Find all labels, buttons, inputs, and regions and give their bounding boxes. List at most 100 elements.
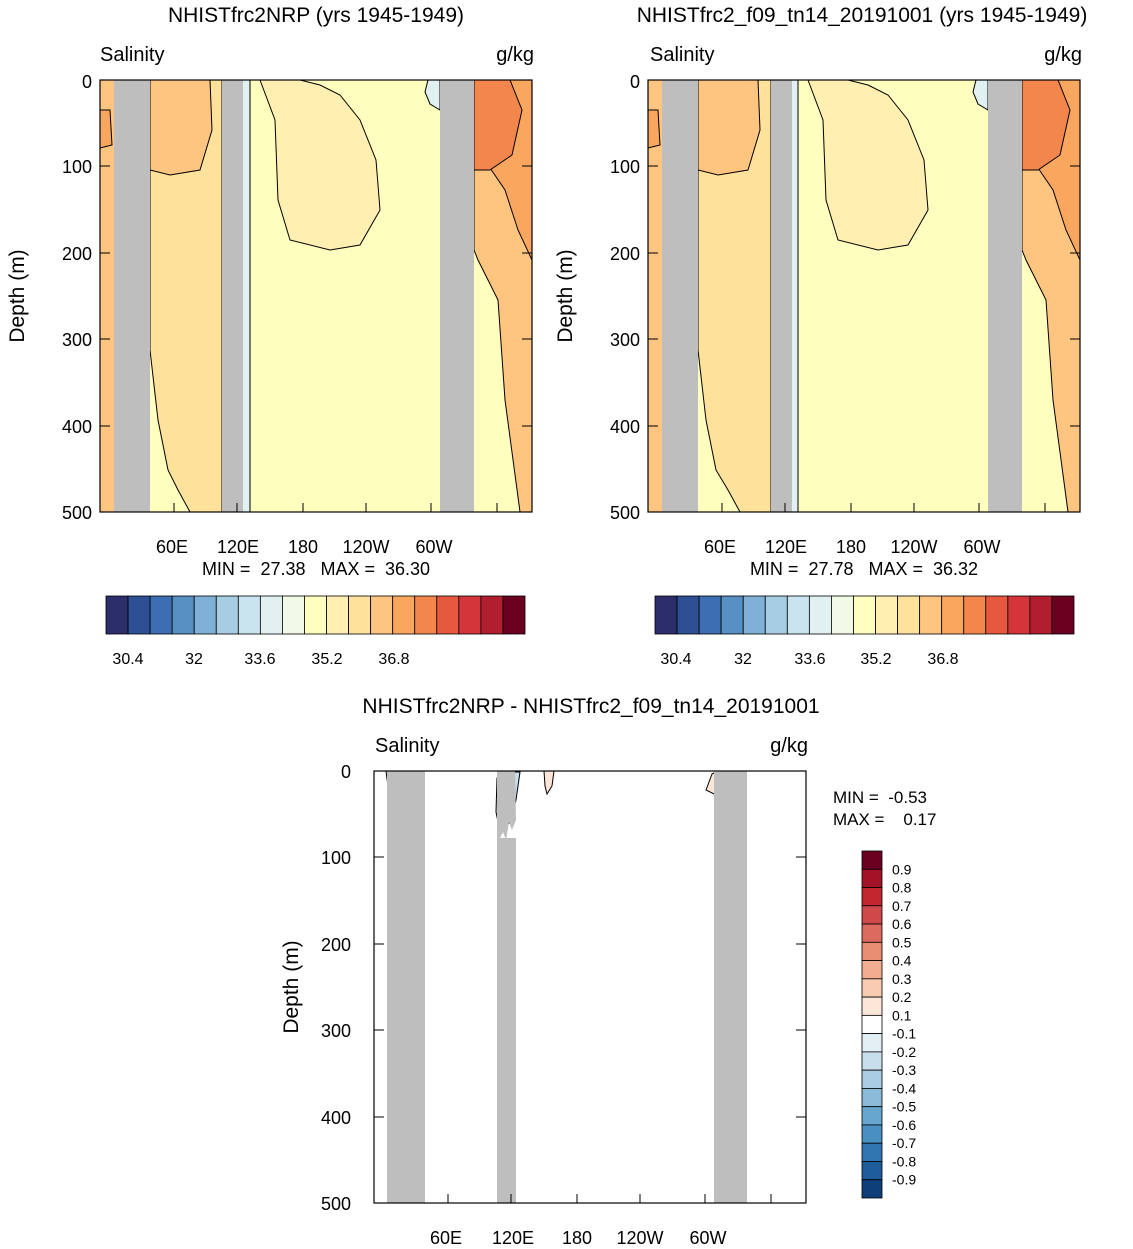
panel-3-y-tick-label: 500 [321,1194,351,1214]
panel-2-colorbar-swatch [963,595,987,635]
panel-1-colorbar-swatch [370,595,394,635]
panel-1: NHISTfrc2NRP (yrs 1945-1949) Salinity g/… [6,4,534,668]
panel-2-colorbar-label: 35.2 [860,651,891,668]
panel-1-colorbar [105,595,526,635]
panel-3-colorbar-swatch [861,996,883,1016]
panel-2-stats: MIN = 27.78 MAX = 36.32 [750,559,978,579]
panel-3-colorbar-swatch [861,905,883,925]
panel-3-colorbar-label: -0.7 [892,1135,916,1151]
panel-2-left-label: Salinity [650,44,714,66]
panel-1-frame [99,79,533,513]
panel-2-colorbar-label: 33.6 [794,651,825,668]
panel-3-colorbar-label: 0.8 [892,880,912,896]
panel-2-contour-fill [807,79,929,251]
panel-3: NHISTfrc2NRP - NHISTfrc2_f09_tn14_201910… [280,695,936,1248]
panel-2-colorbar-label: 36.8 [927,651,958,668]
panel-3-colorbar-label: 0.4 [892,953,912,969]
panel-1-colorbar-swatch [259,595,283,635]
panel-2-colorbar-swatch [786,595,810,635]
panel-1-field [99,79,533,513]
panel-2-colorbar-swatch [720,595,744,635]
panel-1-y-tick-label: 0 [82,72,92,92]
panel-1-colorbar-label: 35.2 [311,651,342,668]
panel-1-colorbar-swatch [502,595,526,635]
panel-2-colorbar-swatch [897,595,921,635]
panel-1-left-label: Salinity [100,44,164,66]
panel-3-y-ticks [374,770,806,1204]
panel-1-colorbar-label: 33.6 [244,651,275,668]
panel-1-colorbar-swatch [193,595,217,635]
panel-3-colorbar-swatch [861,923,883,943]
panel-2-y-tick-label: 400 [610,417,640,437]
panel-2-y-axis-label: Depth (m) [554,249,577,342]
panel-3-colorbar-label: 0.7 [892,898,912,914]
panel-1-colorbar-swatch [171,595,195,635]
panel-3-colorbar-label: 0.6 [892,916,912,932]
panel-3-x-tick-label: 60W [689,1228,726,1248]
panel-2-x-tick-label: 120W [890,537,937,557]
panel-3-colorbar-label: -0.9 [892,1172,916,1188]
panel-3-colorbar-swatch [861,1051,883,1071]
panel-1-y-axis-label: Depth (m) [6,249,29,342]
panel-2: NHISTfrc2_f09_tn14_20191001 (yrs 1945-19… [554,4,1087,668]
panel-2-colorbar-swatch [941,595,965,635]
panel-3-colorbar-label: 0.1 [892,1007,912,1023]
panel-1-colorbar-label: 36.8 [378,651,409,668]
panel-3-colorbar-label: -0.3 [892,1062,916,1078]
panel-2-colorbar-swatch [676,595,700,635]
panel-3-colorbar-swatch [861,941,883,961]
panel-3-right-label: g/kg [770,735,808,757]
panel-3-colorbar-label: -0.8 [892,1153,916,1169]
panel-3-colorbar-swatch [861,960,883,980]
panel-3-colorbar-label: -0.1 [892,1026,916,1042]
panel-1-contour-fill [259,79,381,251]
panel-3-colorbar-label: 0.3 [892,971,912,987]
panel-3-x-tick-label: 120E [492,1228,534,1248]
panel-1-colorbar-swatch [458,595,482,635]
panel-2-title: NHISTfrc2_f09_tn14_20191001 (yrs 1945-19… [637,4,1088,27]
panel-1-colorbar-label: 30.4 [112,651,143,668]
panel-3-colorbar-label: -0.2 [892,1044,916,1060]
panel-3-land [497,771,516,840]
panel-1-land [222,80,243,512]
panel-3-stats-max: MAX = 0.17 [833,810,936,829]
panel-1-y-tick-label: 200 [62,244,92,264]
panel-3-left-label: Salinity [375,735,439,757]
panel-1-x-ticks [173,503,498,512]
panel-3-field [373,770,807,1204]
panel-2-land [662,80,698,512]
panel-2-colorbar-swatch [742,595,766,635]
panel-3-y-tick-label: 100 [321,848,351,868]
panel-1-colorbar-swatch [414,595,438,635]
panel-3-x-ticks [447,1194,772,1203]
panel-1-colorbar-swatch [282,595,305,635]
panel-2-land [771,80,792,512]
panel-3-colorbar-label: 0.9 [892,861,912,877]
panel-1-colorbar-swatch [392,595,416,635]
panel-2-x-tick-label: 120E [765,537,807,557]
panel-3-y-tick-label: 200 [321,935,351,955]
panel-2-colorbar-swatch [831,595,854,635]
panel-1-contour-fill [149,79,213,176]
panel-2-colorbar-swatch [1051,595,1075,635]
panel-2-land [988,80,1022,512]
panel-1-colorbar-swatch [237,595,261,635]
panel-3-colorbar-swatch [861,1088,883,1108]
panel-2-colorbar-swatch [1029,595,1053,635]
panel-3-x-tick-label: 120W [616,1228,663,1248]
panel-3-colorbar-swatch [861,1033,883,1053]
panel-2-colorbar-swatch [875,595,898,635]
panel-1-colorbar-swatch [326,595,349,635]
panel-2-colorbar-swatch [698,595,722,635]
panel-1-colorbar-swatch [348,595,372,635]
panel-3-colorbar-swatch [861,868,883,888]
panel-3-x-tick-label: 180 [562,1228,592,1248]
panel-2-field [647,79,1081,513]
panel-2-colorbar-swatch [853,595,876,635]
panel-2-x-ticks [721,503,1046,512]
panel-3-y-tick-label: 0 [341,762,351,782]
panel-1-title: NHISTfrc2NRP (yrs 1945-1949) [168,4,464,27]
panel-1-colorbar-swatch [480,595,504,635]
panel-2-x-tick-label: 60W [963,537,1000,557]
panel-3-land [497,838,516,1203]
